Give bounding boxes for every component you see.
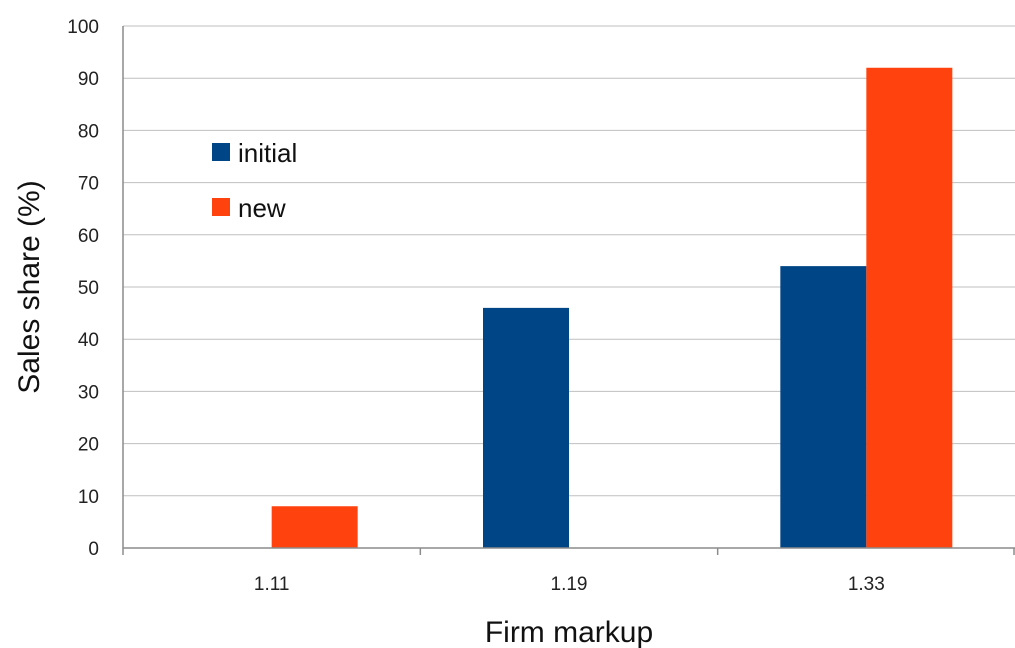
bar-initial-1.19 <box>483 307 569 548</box>
legend-label-new: new <box>238 193 286 223</box>
legend-swatch-initial <box>212 143 230 161</box>
y-tick-label: 10 <box>78 487 99 508</box>
legend-swatch-new <box>212 198 230 216</box>
y-tick-label: 50 <box>78 278 99 299</box>
x-axis-title: Firm markup <box>485 616 653 648</box>
y-tick-label: 60 <box>78 226 99 247</box>
bars <box>271 67 953 548</box>
gridlines <box>123 25 1015 497</box>
bar-initial-1.33 <box>780 266 867 548</box>
y-tick-label: 80 <box>78 121 99 142</box>
x-tick-label: 1.11 <box>254 574 290 595</box>
bar-new-1.11 <box>271 506 358 548</box>
x-tick-labels: 1.11 1.19 1.33 <box>254 574 885 595</box>
x-tick-label: 1.19 <box>551 574 588 595</box>
bar-new-1.33 <box>866 67 953 548</box>
legend: initial new <box>212 138 297 223</box>
y-tick-label: 100 <box>67 17 99 38</box>
y-tick-label: 20 <box>78 435 99 456</box>
y-tick-labels: 0 10 20 30 40 50 60 70 80 90 100 <box>67 17 99 560</box>
y-tick-label: 70 <box>78 174 99 195</box>
x-tick-label: 1.33 <box>848 574 885 595</box>
y-axis-title: Sales share (%) <box>13 180 46 393</box>
y-tick-label: 40 <box>78 330 99 351</box>
y-tick-label: 0 <box>88 539 99 560</box>
legend-label-initial: initial <box>238 138 297 168</box>
y-tick-label: 90 <box>78 69 99 90</box>
y-tick-label: 30 <box>78 382 99 403</box>
axes <box>122 26 1015 555</box>
